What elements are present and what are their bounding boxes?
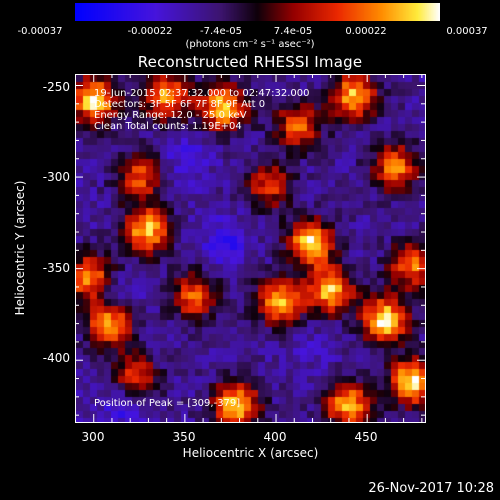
plot-border [75, 74, 426, 423]
y-tick-label: -300 [42, 170, 70, 184]
colorbar [75, 3, 440, 21]
x-tick-label: 450 [354, 430, 378, 444]
axis-tick-marks [75, 74, 425, 422]
energy-range-annotation: Energy Range: 12.0 - 25.0 keV [94, 110, 247, 121]
colorbar-tick-label: 0.00037 [446, 26, 488, 37]
y-tick-label: -250 [42, 80, 70, 94]
time-range-annotation: 19-Jun-2015 02:37:32.000 to 02:47:32.000 [94, 88, 310, 99]
chart-title: Reconstructed RHESSI Image [137, 53, 363, 71]
detectors-annotation: Detectors: 3F 5F 6F 7F 8F 9F Att 0 [94, 99, 266, 110]
colorbar-tick-label: -7.4e-05 [200, 26, 242, 37]
heatmap-image [76, 75, 425, 422]
y-axis-label: Heliocentric Y (arcsec) [13, 180, 27, 316]
colorbar-tick-label: 0.00022 [345, 26, 387, 37]
colorbar-tick-label: -0.00022 [127, 26, 173, 37]
method-counts-annotation: Clean Total counts: 1.19E+04 [94, 121, 242, 132]
colorbar-tick-label: -0.00037 [17, 26, 63, 37]
x-tick-label: 350 [172, 430, 196, 444]
x-axis-label: Heliocentric X (arcsec) [182, 446, 319, 460]
x-tick-label: 400 [263, 430, 287, 444]
peak-position-annotation: Position of Peak = [309,-379] [94, 398, 241, 409]
x-tick-label: 300 [81, 430, 105, 444]
colorbar-units: (photons cm⁻² s⁻¹ asec⁻²) [185, 39, 315, 50]
y-tick-label: -400 [42, 351, 70, 365]
timestamp: 26-Nov-2017 10:28 [368, 481, 494, 496]
colorbar-tick-label: 7.4e-05 [273, 26, 313, 37]
y-tick-label: -350 [42, 261, 70, 275]
plot-frame [75, 74, 426, 423]
